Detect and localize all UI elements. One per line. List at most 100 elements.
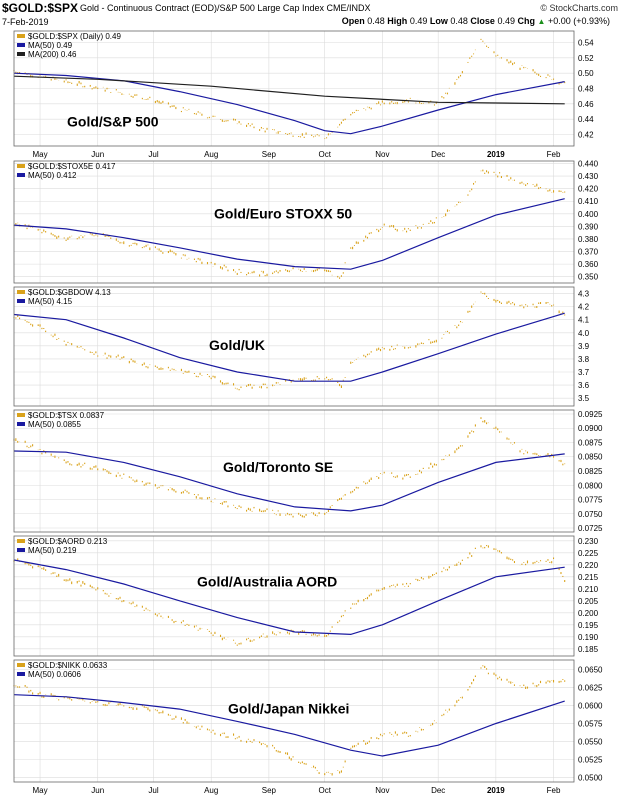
y-tick-label: 0.390 <box>578 222 599 231</box>
plot-area <box>14 536 574 656</box>
legend-entry: MA(50) 0.49 <box>28 41 73 50</box>
panel-title: Gold/Toronto SE <box>223 459 333 475</box>
legend-entry: MA(50) 0.0855 <box>28 420 81 429</box>
y-tick-label: 0.0775 <box>578 496 603 505</box>
panel-frame <box>13 286 575 407</box>
legend-swatch <box>17 413 25 417</box>
x-tick-label: Dec <box>431 150 445 159</box>
panel-title: Gold/Euro STOXX 50 <box>214 205 352 221</box>
legend-swatch <box>17 422 25 426</box>
legend-entry: MA(200) 0.46 <box>28 50 77 59</box>
x-tick-label: Feb <box>547 786 561 795</box>
y-tick-label: 0.430 <box>578 172 599 181</box>
x-tick-label: Feb <box>547 150 561 159</box>
low-value: 0.48 <box>450 16 468 26</box>
y-tick-label: 0.52 <box>578 54 594 63</box>
y-tick-label: 0.360 <box>578 260 599 269</box>
y-tick-label: 3.7 <box>578 368 590 377</box>
y-tick-label: 0.54 <box>578 39 594 48</box>
legend-entry: $GOLD:$NIKK 0.0633 <box>28 661 108 670</box>
legend-swatch <box>17 672 25 676</box>
close-value: 0.49 <box>497 16 515 26</box>
legend-entry: $GOLD:$TSX 0.0837 <box>28 411 105 420</box>
y-tick-label: 0.350 <box>578 273 599 282</box>
legend-entry: $GOLD:$SPX (Daily) 0.49 <box>28 32 121 41</box>
y-tick-label: 0.200 <box>578 609 599 618</box>
chg-label: Chg <box>517 16 536 26</box>
x-tick-label: Aug <box>204 786 218 795</box>
brand-label[interactable]: © StockCharts.com <box>540 3 618 13</box>
chart-panel-6: 0.0500 0.0525 0.0550 0.0575 0.0600 0.0625 0.06… <box>13 659 603 795</box>
price-series <box>13 291 566 391</box>
y-tick-label: 0.410 <box>578 197 599 206</box>
legend-entry: MA(50) 0.219 <box>28 546 77 555</box>
y-tick-label: 0.210 <box>578 585 599 594</box>
y-tick-label: 3.5 <box>578 394 590 403</box>
ohlc-readout: Open 0.48 High 0.49 Low 0.48 Close 0.49 … <box>342 16 610 26</box>
x-tick-label: Sep <box>262 150 277 159</box>
price-series <box>13 665 566 776</box>
x-tick-label: Nov <box>375 150 389 159</box>
open-value: 0.48 <box>367 16 385 26</box>
panel-frame <box>13 30 575 147</box>
x-tick-label: 2019 <box>487 150 505 159</box>
legend-swatch <box>17 290 25 294</box>
y-tick-label: 0.195 <box>578 621 599 630</box>
y-tick-label: 0.220 <box>578 561 599 570</box>
y-tick-label: 0.230 <box>578 537 599 546</box>
legend-swatch <box>17 299 25 303</box>
chart-panel-4: 0.0725 0.0750 0.0775 0.0800 0.0825 0.0850 0.08… <box>13 409 603 533</box>
plot-area <box>14 660 574 782</box>
y-tick-label: 0.0825 <box>578 467 603 476</box>
chart-header: $GOLD:$SPX Gold - Continuous Contract (E… <box>0 0 622 30</box>
plot-area <box>14 161 574 283</box>
legend-entry: $GOLD:$STOX5E 0.417 <box>28 162 116 171</box>
chart-panel-1: 0.42 0.44 0.46 0.48 0.50 0.52 0.54 $GOLD:$SPX (… <box>13 30 594 159</box>
y-tick-label: 0.0625 <box>578 683 603 692</box>
y-tick-label: 0.44 <box>578 115 594 124</box>
legend-entry: MA(50) 0.412 <box>28 171 77 180</box>
chart-panel-3: 3.5 3.6 3.7 3.8 3.9 4.0 4.1 4.2 4.3 $GOLD:$GBDOW … <box>13 286 590 407</box>
panel-frame <box>13 535 575 657</box>
panel-title: Gold/Japan Nikkei <box>228 701 349 717</box>
chart-panel-5: 0.185 0.190 0.195 0.200 0.205 0.210 0.215 0.220… <box>13 535 599 657</box>
legend-swatch <box>17 164 25 168</box>
low-label: Low <box>429 16 448 26</box>
x-tick-label: Oct <box>318 150 331 159</box>
close-label: Close <box>470 16 495 26</box>
y-tick-label: 0.46 <box>578 100 594 109</box>
chg-value: +0.00 (+0.93%) <box>547 16 610 26</box>
x-tick-label: May <box>32 150 47 159</box>
x-tick-label: 2019 <box>487 786 505 795</box>
y-tick-label: 3.8 <box>578 355 590 364</box>
y-tick-label: 0.48 <box>578 85 594 94</box>
y-tick-label: 0.0600 <box>578 701 603 710</box>
y-tick-label: 4.2 <box>578 303 590 312</box>
ma50-line <box>13 559 565 636</box>
y-tick-label: 3.9 <box>578 342 590 351</box>
legend-entry: $GOLD:$AORD 0.213 <box>28 537 108 546</box>
panel-title: Gold/UK <box>209 337 265 353</box>
legend-entry: MA(50) 0.0606 <box>28 670 81 679</box>
x-tick-label: Nov <box>375 786 389 795</box>
x-tick-label: Jul <box>148 150 158 159</box>
ma50-line <box>13 450 565 512</box>
y-tick-label: 0.0875 <box>578 438 603 447</box>
symbol-label: $GOLD:$SPX <box>2 1 79 15</box>
y-tick-label: 0.420 <box>578 185 599 194</box>
y-tick-label: 0.50 <box>578 69 594 78</box>
x-tick-label: Oct <box>318 786 331 795</box>
x-tick-label: Jun <box>91 150 104 159</box>
y-tick-label: 0.380 <box>578 235 599 244</box>
price-series <box>13 169 566 279</box>
y-tick-label: 0.225 <box>578 549 599 558</box>
panel-frame <box>13 160 575 284</box>
y-tick-label: 0.0500 <box>578 774 603 783</box>
x-tick-label: Sep <box>262 786 277 795</box>
legend-swatch <box>17 548 25 552</box>
y-tick-label: 3.6 <box>578 381 590 390</box>
open-label: Open <box>341 16 365 26</box>
high-value: 0.49 <box>409 16 428 26</box>
y-tick-label: 0.440 <box>578 160 599 169</box>
y-tick-label: 0.0650 <box>578 665 603 674</box>
